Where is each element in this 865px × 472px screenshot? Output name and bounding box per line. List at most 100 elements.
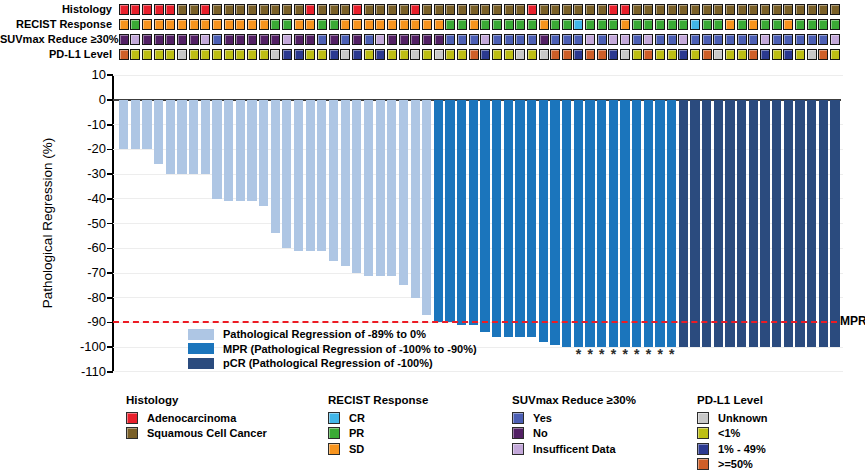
recist-cell bbox=[212, 19, 222, 30]
pdl1-cell bbox=[527, 49, 537, 60]
recist-cell bbox=[259, 19, 269, 30]
pdl1-cell bbox=[585, 49, 595, 60]
histology-cell bbox=[259, 4, 269, 15]
waterfall-bar bbox=[422, 100, 431, 315]
suvmax-cell bbox=[643, 34, 653, 45]
pdl1-cell bbox=[282, 49, 292, 60]
histology-cell bbox=[387, 4, 397, 15]
recist-cell bbox=[305, 19, 315, 30]
waterfall-bar bbox=[819, 100, 828, 347]
histology-cell bbox=[772, 4, 782, 15]
recist-cell bbox=[445, 19, 455, 30]
ytick-label: -110 bbox=[58, 365, 106, 379]
recist-cell bbox=[783, 19, 793, 30]
waterfall-bar bbox=[515, 100, 524, 337]
pdl1-cell bbox=[469, 49, 479, 60]
histology-cell bbox=[364, 4, 374, 15]
pdl1-cell bbox=[830, 49, 840, 60]
suvmax-cell bbox=[515, 34, 525, 45]
legend-item-label: Squamous Cell Cancer bbox=[147, 427, 267, 439]
recist-cell bbox=[748, 19, 758, 30]
suvmax-cell bbox=[655, 34, 665, 45]
suvmax-cell bbox=[317, 34, 327, 45]
waterfall-bar bbox=[737, 100, 746, 347]
legend-row-mpr: MPR (Pathological Regression of -100% to… bbox=[188, 342, 477, 357]
histology-cell bbox=[667, 4, 677, 15]
histology-cell bbox=[573, 4, 583, 15]
legend-swatch bbox=[512, 443, 524, 455]
suvmax-cell bbox=[760, 34, 770, 45]
pdl1-cell bbox=[387, 49, 397, 60]
suvmax-cell bbox=[737, 34, 747, 45]
suvmax-cell bbox=[282, 34, 292, 45]
recist-cell bbox=[422, 19, 432, 30]
pcr-swatch bbox=[188, 358, 214, 369]
histology-cell bbox=[189, 4, 199, 15]
waterfall-bar bbox=[341, 100, 350, 266]
legend-group-title: PD-L1 Level bbox=[697, 394, 768, 406]
recist-cell bbox=[539, 19, 549, 30]
waterfall-bar bbox=[725, 100, 734, 347]
pdl1-cell bbox=[352, 49, 362, 60]
pdl1-cell bbox=[725, 49, 735, 60]
histology-cell bbox=[270, 4, 280, 15]
legend-swatch bbox=[512, 412, 524, 424]
gridline bbox=[113, 371, 843, 372]
suvmax-cell bbox=[713, 34, 723, 45]
recist-cell bbox=[410, 19, 420, 30]
asterisk-marker: * bbox=[596, 347, 608, 361]
pdl1-cell bbox=[189, 49, 199, 60]
suvmax-cell bbox=[189, 34, 199, 45]
waterfall-bar bbox=[131, 100, 140, 149]
ytick-label: 10 bbox=[58, 68, 106, 82]
suvmax-cell bbox=[375, 34, 385, 45]
pdl1-cell bbox=[340, 49, 350, 60]
suvmax-cell bbox=[224, 34, 234, 45]
legend-item-label: >=50% bbox=[718, 458, 753, 470]
recist-cell bbox=[469, 19, 479, 30]
mpr-swatch bbox=[188, 343, 214, 354]
histology-cell bbox=[352, 4, 362, 15]
track-label-recist: RECIST Response bbox=[0, 18, 112, 30]
suvmax-cell bbox=[608, 34, 618, 45]
waterfall-bar bbox=[644, 100, 653, 347]
pdl1-cell bbox=[399, 49, 409, 60]
histology-cell bbox=[737, 4, 747, 15]
recist-cell bbox=[550, 19, 560, 30]
suvmax-cell bbox=[294, 34, 304, 45]
suvmax-cell bbox=[399, 34, 409, 45]
pdl1-cell bbox=[457, 49, 467, 60]
suvmax-cell bbox=[235, 34, 245, 45]
legend-item-label: Yes bbox=[533, 412, 552, 424]
pdl1-cell bbox=[154, 49, 164, 60]
recist-cell bbox=[317, 19, 327, 30]
histology-cell bbox=[340, 4, 350, 15]
histology-cell bbox=[818, 4, 828, 15]
ytick-label: -20 bbox=[58, 142, 106, 156]
histology-cell bbox=[177, 4, 187, 15]
pdl1-cell bbox=[130, 49, 140, 60]
recist-cell bbox=[562, 19, 572, 30]
pdl1-cell bbox=[690, 49, 700, 60]
pdl1-cell bbox=[142, 49, 152, 60]
histology-cell bbox=[492, 4, 502, 15]
histology-cell bbox=[539, 4, 549, 15]
legend-group-title: Histology bbox=[126, 394, 267, 406]
recist-cell bbox=[340, 19, 350, 30]
histology-cell bbox=[725, 4, 735, 15]
suvmax-cell bbox=[620, 34, 630, 45]
recist-cell bbox=[282, 19, 292, 30]
ytick-label: -40 bbox=[58, 192, 106, 206]
waterfall-bar bbox=[492, 100, 501, 337]
waterfall-bar bbox=[784, 100, 793, 347]
histology-cell bbox=[585, 4, 595, 15]
pdl1-cell bbox=[620, 49, 630, 60]
histology-cell bbox=[469, 4, 479, 15]
histology-cell bbox=[165, 4, 175, 15]
pdl1-cell bbox=[410, 49, 420, 60]
pdl1-cell bbox=[737, 49, 747, 60]
legend-swatch bbox=[512, 427, 524, 439]
legend-swatch bbox=[328, 412, 340, 424]
recist-cell bbox=[585, 19, 595, 30]
y-axis-tick bbox=[107, 198, 113, 200]
